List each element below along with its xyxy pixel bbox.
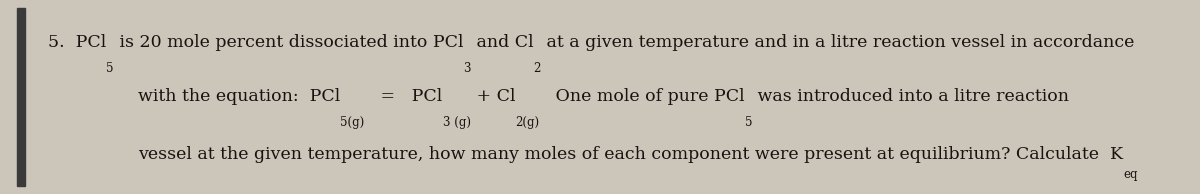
Text: 5.  PCl: 5. PCl [48,34,107,51]
Text: 3 (g): 3 (g) [443,116,470,129]
Text: at a given temperature and in a litre reaction vessel in accordance: at a given temperature and in a litre re… [541,34,1134,51]
Text: 5(g): 5(g) [341,116,365,129]
Text: 2: 2 [533,62,541,75]
Text: is 20 mole percent dissociated into PCl: is 20 mole percent dissociated into PCl [114,34,463,51]
Text: + Cl: + Cl [470,88,515,105]
Text: 5: 5 [745,116,752,129]
Text: eq: eq [1123,168,1138,181]
Text: and Cl: and Cl [470,34,533,51]
Text: was introduced into a litre reaction: was introduced into a litre reaction [752,88,1069,105]
Text: =   PCl: = PCl [365,88,443,105]
Text: 3: 3 [463,62,470,75]
Text: vessel at the given temperature, how many moles of each component were present a: vessel at the given temperature, how man… [138,146,1123,163]
Text: 5: 5 [107,62,114,75]
Text: One mole of pure PCl: One mole of pure PCl [539,88,745,105]
Text: 2(g): 2(g) [515,116,539,129]
Text: with the equation:  PCl: with the equation: PCl [138,88,341,105]
